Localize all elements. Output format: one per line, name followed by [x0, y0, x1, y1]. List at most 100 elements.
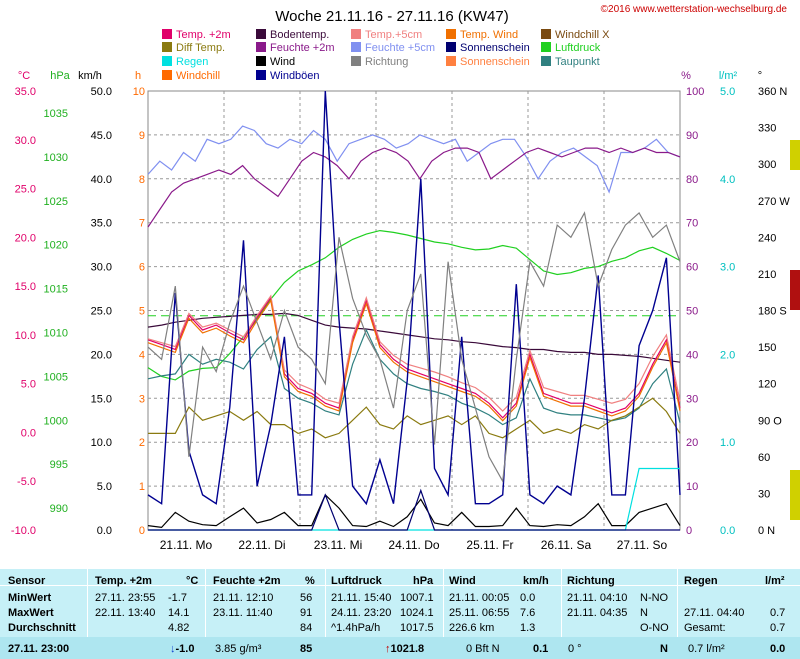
axis-tick-temp-4: 15.0 [15, 281, 36, 293]
series-richtung [147, 211, 681, 484]
legend-swatch-12 [351, 56, 361, 66]
axis-tick-humidity-3: 70 [686, 218, 698, 230]
legend-swatch-3 [446, 29, 456, 39]
row-1-press-val: 1024.1 [400, 607, 434, 619]
axis-tick-sun-8: 2 [139, 437, 145, 449]
axis-tick-temp-1: 30.0 [15, 135, 36, 147]
legend-label-5: Diff Temp. [176, 42, 225, 54]
axis-tick-pressure-8: 995 [50, 459, 68, 471]
header-humidity: Feuchte +2m [213, 575, 281, 587]
current-temp: ↓-1.0 [170, 642, 194, 656]
legend-label-15: Windchill [176, 70, 220, 82]
header-temp-unit: °C [186, 575, 199, 587]
legend-swatch-11 [256, 56, 266, 66]
row-2-press-val: 1017.5 [400, 622, 434, 634]
legend-swatch-0 [162, 29, 172, 39]
axis-tick-rain-4: 1.0 [720, 437, 735, 449]
axis-tick-humidity-10: 0 [686, 525, 692, 537]
axis-tick-sun-0: 10 [133, 86, 145, 98]
x-label-1: 22.11. Di [238, 538, 285, 552]
axis-tick-rain-1: 4.0 [720, 174, 735, 186]
x-label-3: 24.11. Do [388, 538, 439, 552]
legend-swatch-15 [162, 70, 172, 80]
axis-tick-wind-1: 45.0 [91, 130, 112, 142]
row-2-dir-val: O-NO [640, 622, 669, 634]
axis-unit-wind: km/h [78, 70, 102, 82]
row-1-temp-time: 22.11. 13:40 [95, 607, 156, 619]
current-pressure-value: 1021.8 [390, 643, 425, 655]
legend-label-1: Bodentemp. [270, 29, 329, 41]
axis-tick-direction-5: 210 [758, 269, 776, 281]
axis-tick-pressure-0: 1035 [44, 108, 68, 120]
header-pressure-unit: hPa [413, 575, 434, 587]
legend-swatch-9 [541, 42, 551, 52]
axis-tick-humidity-7: 30 [686, 393, 698, 405]
axis-tick-temp-9: -10.0 [11, 525, 36, 537]
legend-label-9: Luftdruck [555, 42, 601, 54]
axis-tick-temp-3: 20.0 [15, 232, 36, 244]
axis-unit-rain: l/m² [719, 70, 738, 82]
axis-tick-pressure-5: 1010 [44, 327, 68, 339]
axis-unit-sun: h [135, 70, 141, 82]
legend-swatch-5 [162, 42, 172, 52]
axis-tick-wind-9: 5.0 [97, 481, 112, 493]
axis-tick-wind-0: 50.0 [91, 86, 112, 98]
axis-tick-direction-7: 150 [758, 342, 776, 354]
legend-swatch-4 [541, 29, 551, 39]
axis-tick-humidity-2: 80 [686, 174, 698, 186]
row-1-dir-time: 21.11. 04:35 [567, 607, 628, 619]
x-axis-labels: 21.11. Mo 22.11. Di 23.11. Mi 24.11. Do 25.1… [160, 538, 668, 552]
legend-swatch-1 [256, 29, 266, 39]
axis-tick-direction-1: 330 [758, 123, 776, 135]
legend-label-3: Temp. Wind [460, 29, 518, 41]
axis-tick-direction-12: 0 N [758, 525, 775, 537]
weather-chart: Woche 21.11.16 - 27.11.16 (KW47) ©2016 w… [10, 4, 791, 552]
legend-label-10: Regen [176, 56, 208, 68]
series-temp-5cm [147, 294, 681, 412]
row-1-rain-time: 27.11. 04:40 [684, 607, 745, 619]
row-0-wind-time: 21.11. 00:05 [449, 592, 510, 604]
legend-label-6: Feuchte +2m [270, 42, 335, 54]
axis-tick-sun-2: 8 [139, 174, 145, 186]
axis-tick-pressure-7: 1000 [44, 415, 68, 427]
axis-tick-sun-3: 7 [139, 218, 145, 230]
axis-tick-temp-7: 0.0 [21, 427, 36, 439]
axis-tick-rain-2: 3.0 [720, 262, 735, 274]
row-2-hum-val: 84 [300, 622, 313, 634]
legend-swatch-7 [351, 42, 361, 52]
axis-tick-direction-3: 270 W [758, 196, 790, 208]
axes: °C35.030.025.020.015.010.05.00.0-5.0-10.… [11, 70, 790, 537]
row-2-wind-time: 226.6 km [449, 622, 495, 634]
copyright-text: ©2016 www.wetterstation-wechselburg.de [601, 4, 788, 15]
axis-tick-humidity-9: 10 [686, 481, 698, 493]
axis-tick-humidity-0: 100 [686, 86, 704, 98]
side-decoration-bot [790, 470, 800, 520]
axis-tick-wind-3: 35.0 [91, 218, 112, 230]
axis-tick-sun-5: 5 [139, 306, 145, 318]
series-windb-en [147, 90, 681, 506]
axis-tick-sun-7: 3 [139, 393, 145, 405]
stats-table: Sensor Temp. +2m °C Feuchte +2m % Luftdr… [0, 569, 800, 659]
header-rain: Regen [684, 575, 718, 587]
axis-tick-temp-6: 5.0 [21, 379, 36, 391]
x-label-2: 23.11. Mi [314, 538, 362, 552]
axis-tick-humidity-8: 20 [686, 437, 698, 449]
current-temp-value: -1.0 [175, 643, 195, 655]
row-2-temp-val: 4.82 [168, 622, 190, 634]
row-0-press-time: 21.11. 15:40 [331, 592, 392, 604]
axis-tick-direction-0: 360 N [758, 86, 787, 98]
x-label-0: 21.11. Mo [160, 538, 213, 552]
series-temp-2m [147, 296, 681, 419]
axis-tick-wind-7: 15.0 [91, 393, 112, 405]
header-wind: Wind [449, 575, 476, 587]
current-rain-amount: 0.7 l/m² [688, 643, 725, 655]
legend-swatch-6 [256, 42, 266, 52]
row-0-press-val: 1007.1 [400, 592, 434, 604]
series-feuchte-2m [147, 147, 681, 228]
current-humidity: 85 [300, 643, 313, 655]
legend-label-7: Feuchte +5cm [365, 42, 435, 54]
series-diff-temp- [148, 397, 681, 439]
row-0-hum-time: 21.11. 12:10 [213, 592, 274, 604]
row-0-temp-time: 27.11. 23:55 [95, 592, 156, 604]
current-wind-value: 0.1 [533, 643, 549, 655]
